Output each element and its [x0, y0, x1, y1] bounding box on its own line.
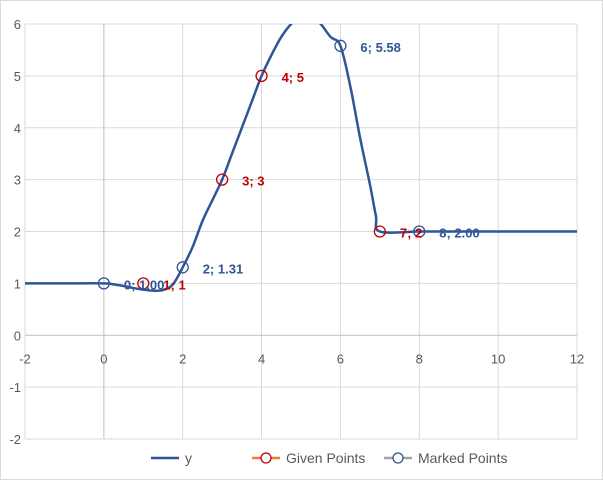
given-point-marker — [373, 225, 387, 238]
given-point-label: 4; 5 — [282, 70, 304, 85]
series-y — [25, 24, 577, 293]
given-point-marker — [215, 173, 229, 186]
data-labels: 1; 1 3; 3 4; 5 7; 2 0; 1.00 2; 1.31 6; 5.58 8; … — [124, 40, 480, 293]
marked-point-label: 0; 1.00 — [124, 277, 164, 292]
x-tick-label: 0 — [100, 351, 107, 366]
x-tick-label: -2 — [19, 351, 31, 366]
legend: y Given Points Marked Points — [151, 450, 507, 466]
x-tick-label: 2 — [179, 351, 186, 366]
marked-point-marker — [97, 277, 111, 290]
marked-point-marker — [176, 261, 189, 274]
given-point-label: 7; 2 — [400, 226, 422, 241]
x-tick-label: 6 — [337, 351, 344, 366]
marked-point-marker — [334, 39, 347, 52]
y-tick-label: -2 — [9, 432, 21, 447]
y-tick-label: 4 — [14, 121, 21, 136]
axes — [25, 24, 577, 439]
marked-point-label: 6; 5.58 — [360, 40, 400, 55]
legend-label: Marked Points — [418, 450, 507, 466]
y-tick-label: -1 — [9, 380, 21, 395]
legend-label: y — [185, 450, 192, 466]
x-tick-label: 10 — [491, 351, 505, 366]
legend-label: Given Points — [286, 450, 365, 466]
legend-marker-1 — [260, 452, 272, 464]
y-tick-label: 2 — [14, 225, 21, 240]
marked-point-label: 8; 2.00 — [439, 226, 479, 241]
marked-point-marker — [413, 225, 426, 238]
given-point-marker — [137, 277, 150, 290]
y-tick-label: 6 — [14, 17, 21, 32]
given-point-label: 3; 3 — [242, 174, 264, 189]
marked-point-label: 2; 1.31 — [203, 261, 243, 276]
series-line-y — [25, 24, 577, 293]
y-tick-label: 3 — [14, 173, 21, 188]
given-point-label: 1; 1 — [163, 277, 185, 292]
x-tick-label: 12 — [570, 351, 584, 366]
markers — [97, 39, 426, 290]
y-tick-label: 1 — [14, 276, 21, 291]
legend-marker-2 — [392, 452, 404, 464]
y-tick-label: 5 — [14, 69, 21, 84]
x-tick-label: 8 — [416, 351, 423, 366]
x-tick-label: 4 — [258, 351, 265, 366]
y-tick-label: 0 — [14, 328, 21, 343]
given-point-marker — [255, 69, 268, 83]
